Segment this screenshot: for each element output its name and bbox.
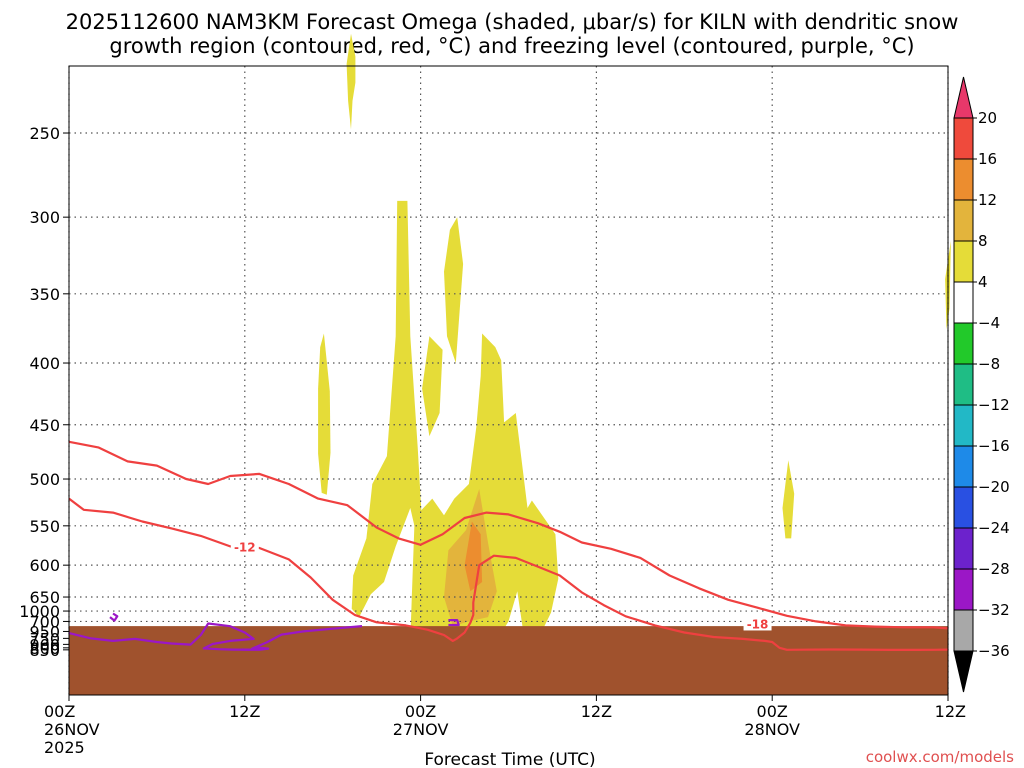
xtick-label-60-0: 12Z	[935, 702, 966, 721]
ytick-label-550: 550	[29, 517, 60, 536]
ground-layer	[69, 626, 948, 695]
colorbar-label-1: 16	[978, 150, 997, 168]
ytick-label-950: 950	[29, 622, 60, 641]
red-contour--12	[68, 440, 949, 630]
ytick-label-1000: 1000	[19, 602, 60, 621]
colorbar-band-7	[953, 404, 974, 447]
colorbar-band-3	[953, 240, 974, 283]
xtick-label-48-1: 28NOV	[744, 720, 800, 739]
title-line-2: growth region (contoured, red, °C) and f…	[109, 34, 914, 58]
ytick-label-850: 850	[29, 641, 60, 660]
colorbar-bottom-arrow	[953, 650, 974, 693]
xtick-label-24-1: 27NOV	[393, 720, 449, 739]
credit-text: coolwx.com/models	[866, 748, 1014, 766]
colorbar-label-9: −20	[978, 478, 1010, 496]
ytick-label-800: 800	[29, 639, 60, 658]
purple-contour-0	[68, 622, 363, 651]
omega-region-0	[346, 33, 356, 130]
xtick-label-0-0: 00Z	[44, 702, 75, 721]
omega-region-2	[351, 200, 423, 618]
red-contour-label-minus18: -18	[747, 617, 769, 631]
colorbar: 20 16 12 8 4 −4 −8 −12 −16 −20 −24 −28 −32 −36	[953, 76, 1010, 693]
ytick-label-450: 450	[29, 416, 60, 435]
ytick-label-400: 400	[29, 354, 60, 373]
red-contour-label-minus18-bg	[743, 615, 772, 631]
omega-region-3	[422, 336, 443, 437]
colorbar-label-10: −24	[978, 519, 1010, 537]
red-contour-label-minus12-bg	[230, 538, 259, 554]
dendritic-growth-contours: -12 -18	[68, 440, 949, 652]
colorbar-label-13: −36	[978, 642, 1010, 660]
colorbar-label-2: 12	[978, 191, 997, 209]
ytick-label-700: 700	[29, 612, 60, 631]
xtick-label-0-2: 2025	[44, 738, 85, 757]
colorbar-band-12	[953, 609, 974, 652]
xtick-label-36-0: 12Z	[581, 702, 612, 721]
colorbar-band-4	[953, 281, 974, 324]
colorbar-label-4: 4	[978, 273, 988, 291]
omega-shading-layer	[165, 33, 951, 650]
colorbar-band-1	[953, 158, 974, 201]
ground-fill	[69, 626, 948, 695]
freezing-level-contours	[68, 612, 460, 651]
ytick-label-350: 350	[29, 285, 60, 304]
red-contour-label-minus12: -12	[234, 540, 256, 554]
colorbar-band-0	[953, 117, 974, 160]
ytick-label-650: 650	[29, 588, 60, 607]
colorbar-label-3: 8	[978, 232, 988, 250]
ytick-label-900: 900	[29, 635, 60, 654]
omega-region-4	[444, 217, 464, 363]
colorbar-top-arrow	[953, 76, 974, 119]
xtick-label-24-0: 00Z	[405, 702, 436, 721]
omega-region-1	[318, 333, 331, 495]
colorbar-band-2	[953, 199, 974, 242]
colorbar-band-6	[953, 363, 974, 406]
colorbar-label-0: 20	[978, 109, 997, 127]
y-axis: 250 300 350 400 450 500 550 600 650 7007508008509…	[19, 124, 69, 660]
colorbar-band-9	[953, 486, 974, 529]
ytick-label-500: 500	[29, 470, 60, 489]
purple-contour-3	[448, 618, 460, 627]
x-axis-label: Forecast Time (UTC)	[424, 750, 595, 768]
purple-contour-1	[109, 612, 119, 622]
ytick-label-300: 300	[29, 208, 60, 227]
colorbar-label-5: −4	[978, 314, 1000, 332]
xtick-label-0-1: 26NOV	[44, 720, 100, 739]
ytick-label-250: 250	[29, 124, 60, 143]
xtick-label-48-0: 00Z	[757, 702, 788, 721]
red-contour--18	[68, 497, 949, 652]
title-line-1: 2025112600 NAM3KM Forecast Omega (shaded…	[66, 10, 959, 34]
colorbar-band-11	[953, 568, 974, 611]
ytick-label-750: 750	[29, 629, 60, 648]
colorbar-label-7: −12	[978, 396, 1010, 414]
colorbar-band-5	[953, 322, 974, 365]
ytick-label-600: 600	[29, 556, 60, 575]
colorbar-label-8: −16	[978, 437, 1010, 455]
colorbar-band-8	[953, 445, 974, 488]
colorbar-label-6: −8	[978, 355, 1000, 373]
xtick-label-12-0: 12Z	[229, 702, 260, 721]
omega-region-6	[782, 460, 795, 539]
colorbar-label-11: −28	[978, 560, 1010, 578]
colorbar-label-12: −32	[978, 601, 1010, 619]
colorbar-band-10	[953, 527, 974, 570]
plot-frame	[68, 65, 949, 696]
